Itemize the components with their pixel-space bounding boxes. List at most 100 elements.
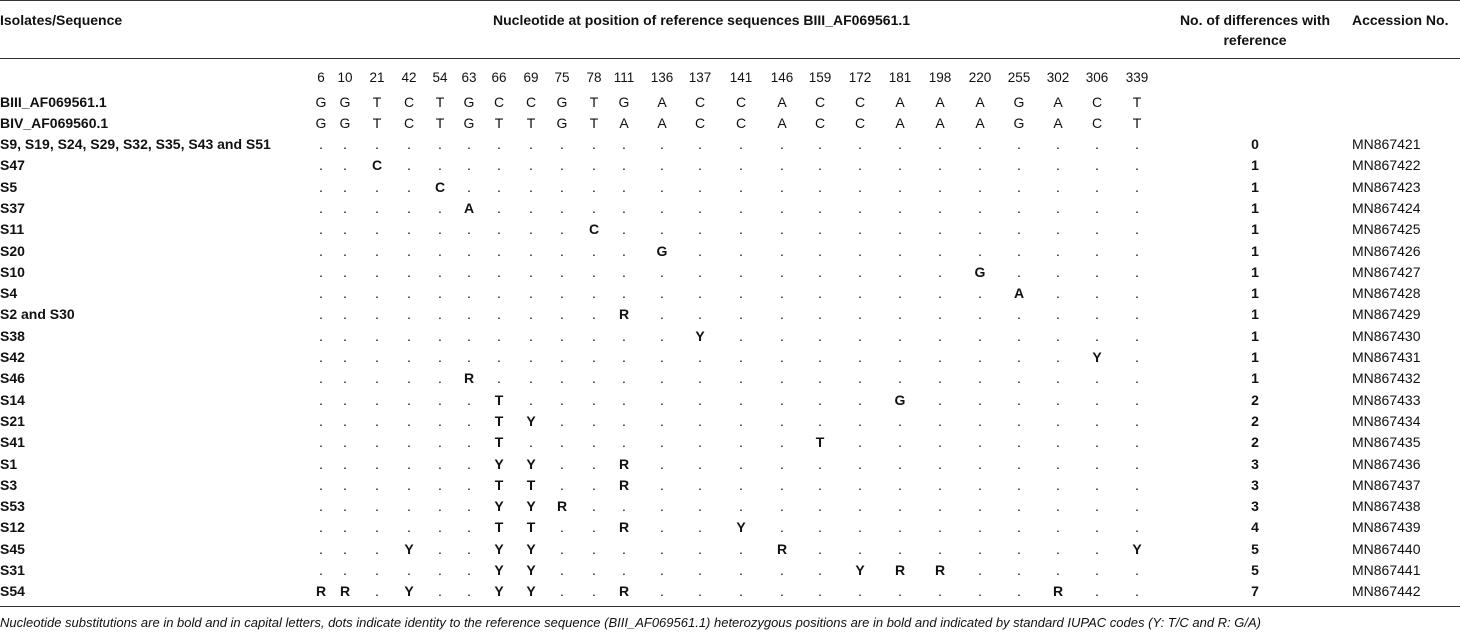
identity-dot: .	[818, 455, 822, 472]
identity-dot: .	[319, 455, 323, 472]
isolate-name: S21	[0, 412, 25, 429]
reference-base: G	[556, 94, 568, 110]
identity-dot: .	[1017, 540, 1021, 557]
identity-dot: .	[698, 498, 702, 515]
identity-dot: .	[660, 178, 664, 195]
identity-dot: .	[698, 434, 702, 451]
identity-dot: .	[375, 178, 379, 195]
substitution-base: Y	[855, 562, 865, 578]
reference-base: A	[777, 115, 787, 131]
accession-number: MN867427	[1352, 263, 1421, 280]
substitution-base: T	[815, 434, 825, 451]
identity-dot: .	[622, 434, 626, 451]
identity-dot: .	[978, 519, 982, 536]
identity-dot: .	[592, 498, 596, 515]
identity-dot: .	[739, 242, 743, 259]
identity-dot: .	[319, 221, 323, 238]
identity-dot: .	[978, 242, 982, 259]
substitution-base: T	[526, 519, 536, 536]
identity-dot: .	[978, 412, 982, 429]
identity-dot: .	[622, 263, 626, 280]
identity-dot: .	[375, 199, 379, 216]
identity-dot: .	[818, 562, 822, 578]
identity-dot: .	[1017, 434, 1021, 451]
identity-dot: .	[560, 157, 564, 174]
identity-dot: .	[622, 349, 626, 365]
position-number: 69	[523, 70, 539, 85]
reference-base: A	[777, 94, 787, 110]
reference-base: G	[556, 115, 568, 131]
identity-dot: .	[497, 263, 501, 280]
accession-number: MN867442	[1352, 583, 1421, 600]
identity-dot: .	[407, 242, 411, 259]
identity-dot: .	[818, 540, 822, 557]
identity-dot: .	[438, 412, 442, 429]
accession-number: MN867440	[1352, 540, 1421, 557]
identity-dot: .	[438, 349, 442, 365]
identity-dot: .	[560, 242, 564, 259]
identity-dot: .	[1056, 476, 1060, 493]
identity-dot: .	[1017, 498, 1021, 515]
substitution-base: R	[894, 562, 906, 578]
reference-base: C	[694, 115, 706, 131]
identity-dot: .	[780, 455, 784, 472]
identity-dot: .	[780, 434, 784, 451]
identity-dot: .	[739, 178, 743, 195]
accession-number: MN867430	[1352, 327, 1421, 344]
identity-dot: .	[818, 242, 822, 259]
identity-dot: .	[858, 199, 862, 216]
identity-dot: .	[375, 285, 379, 302]
identity-dot: .	[560, 412, 564, 429]
reference-base: G	[339, 115, 351, 131]
identity-dot: .	[467, 434, 471, 451]
identity-dot: .	[375, 306, 379, 323]
identity-dot: .	[739, 540, 743, 557]
identity-dot: .	[497, 136, 501, 152]
identity-dot: .	[1056, 136, 1060, 152]
identity-dot: .	[698, 583, 702, 600]
identity-dot: .	[898, 157, 902, 174]
difference-count: 1	[1251, 157, 1259, 174]
identity-dot: .	[343, 455, 347, 472]
isolate-name: S12	[0, 519, 25, 536]
reference-base: C	[1091, 115, 1103, 131]
identity-dot: .	[319, 285, 323, 302]
identity-dot: .	[467, 519, 471, 536]
identity-dot: .	[818, 370, 822, 387]
substitution-base: T	[526, 476, 536, 493]
difference-count: 1	[1251, 285, 1259, 302]
identity-dot: .	[560, 221, 564, 238]
identity-dot: .	[592, 455, 596, 472]
difference-count: 5	[1251, 562, 1259, 578]
identity-dot: .	[978, 178, 982, 195]
reference-base: A	[895, 115, 905, 131]
identity-dot: .	[438, 540, 442, 557]
identity-dot: .	[375, 498, 379, 515]
identity-dot: .	[529, 370, 533, 387]
position-number: 6	[317, 70, 325, 85]
position-number: 136	[650, 70, 674, 85]
identity-dot: .	[560, 434, 564, 451]
identity-dot: .	[375, 583, 379, 600]
identity-dot: .	[1017, 391, 1021, 408]
difference-count: 1	[1251, 221, 1259, 238]
identity-dot: .	[529, 178, 533, 195]
substitution-base: C	[371, 157, 383, 174]
identity-dot: .	[1095, 583, 1099, 600]
reference-base: A	[935, 115, 945, 131]
identity-dot: .	[467, 285, 471, 302]
identity-dot: .	[407, 434, 411, 451]
identity-dot: .	[467, 455, 471, 472]
identity-dot: .	[818, 412, 822, 429]
identity-dot: .	[818, 178, 822, 195]
identity-dot: .	[978, 391, 982, 408]
identity-dot: .	[698, 476, 702, 493]
identity-dot: .	[467, 136, 471, 152]
position-number: 220	[968, 70, 992, 85]
identity-dot: .	[698, 157, 702, 174]
identity-dot: .	[660, 540, 664, 557]
identity-dot: .	[938, 498, 942, 515]
identity-dot: .	[739, 455, 743, 472]
identity-dot: .	[407, 349, 411, 365]
substitution-base: Y	[526, 455, 536, 472]
